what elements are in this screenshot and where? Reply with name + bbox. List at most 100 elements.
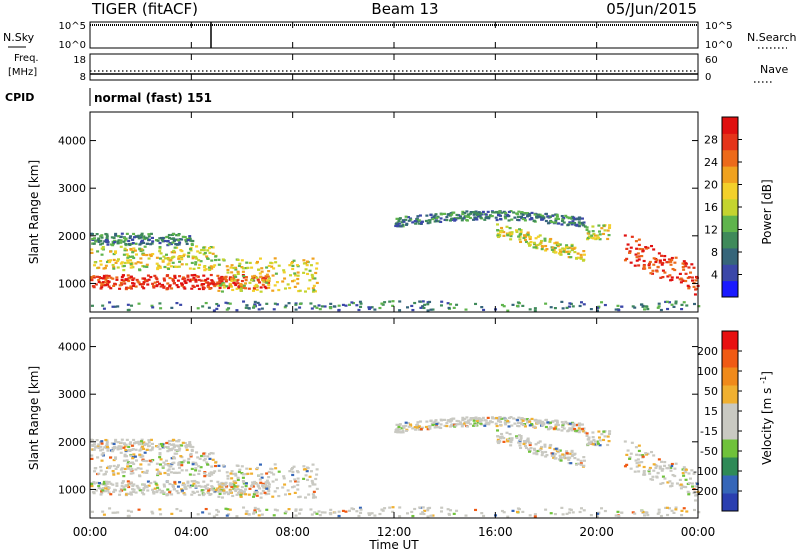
power-echo-cell	[309, 264, 313, 267]
velocity-echo-cell	[218, 492, 222, 495]
velocity-echo-cell	[252, 495, 256, 498]
power-echo-cell	[629, 246, 633, 249]
power-echo-cell	[194, 261, 198, 264]
velocity-echo-cell	[634, 459, 638, 462]
velocity-echo-cell	[474, 508, 478, 512]
velocity-echo-cell	[137, 443, 141, 446]
velocity-echo-cell	[105, 466, 109, 470]
velocity-echo-cell	[305, 466, 309, 469]
velocity-echo-cell	[567, 511, 571, 514]
power-echo-cell	[528, 308, 532, 311]
power-echo-cell	[149, 243, 153, 246]
power-echo-cell	[554, 217, 558, 220]
power-echo-cell	[101, 242, 105, 245]
velocity-echo-cell	[591, 431, 595, 434]
velocity-echo-cell	[169, 471, 173, 474]
velocity-echo-cell	[689, 477, 693, 480]
velocity-echo-cell	[122, 459, 126, 462]
power-echo-cell	[150, 242, 154, 245]
velocity-echo-cell	[694, 494, 698, 497]
velocity-echo-cell	[450, 419, 454, 422]
power-echo-cell	[476, 215, 480, 218]
velocity-echo-cell	[516, 424, 520, 428]
velocity-echo-cell	[151, 446, 155, 449]
velocity-echo-cell	[217, 464, 221, 467]
power-echo-cell	[124, 278, 128, 281]
power-echo-cell	[494, 216, 498, 219]
velocity-echo-cell	[606, 443, 610, 447]
power-echo-cell	[591, 230, 595, 233]
velocity-echo-cell	[93, 470, 97, 473]
cpid-label: CPID	[5, 91, 34, 104]
power-echo-cell	[435, 220, 439, 223]
power-echo-cell	[158, 247, 162, 250]
power-echo-cell	[648, 266, 652, 269]
power-echo-cell	[205, 255, 209, 258]
velocity-echo-cell	[281, 486, 285, 489]
power-echo-cell	[579, 253, 583, 256]
power-echo-cell	[101, 245, 105, 249]
velocity-echo-cell	[576, 458, 580, 461]
power-echo-cell	[149, 254, 153, 258]
velocity-echo-cell	[180, 488, 184, 491]
power-echo-cell	[402, 220, 406, 223]
power-echo-cell	[222, 286, 226, 289]
velocity-echo-cell	[296, 480, 300, 483]
power-echo-cell	[189, 249, 193, 252]
velocity-echo-cell	[474, 416, 478, 419]
velocity-echo-cell	[134, 448, 138, 451]
power-echo-cell	[518, 235, 522, 238]
velocity-echo-cell	[660, 469, 664, 472]
power-echo-cell	[679, 281, 683, 284]
velocity-echo-cell	[635, 465, 639, 468]
power-echo-cell	[565, 246, 569, 249]
velocity-echo-cell	[398, 506, 402, 509]
velocity-echo-cell	[160, 444, 164, 448]
power-echo-cell	[290, 262, 294, 265]
power-echo-cell	[418, 300, 422, 303]
velocity-echo-cell	[225, 471, 229, 474]
power-echo-cell	[124, 287, 128, 290]
power-echo-cell	[90, 278, 94, 282]
velocity-echo-cell	[100, 453, 104, 456]
power-echo-cell	[308, 279, 312, 282]
velocity-echo-cell	[134, 468, 138, 471]
velocity-echo-cell	[258, 487, 262, 490]
power-echo-cell	[548, 240, 552, 243]
velocity-echo-cell	[651, 475, 655, 478]
power-echo-cell	[480, 306, 484, 309]
velocity-echo-cell	[120, 438, 124, 441]
velocity-echo-cell	[315, 473, 319, 476]
power-echo-cell	[146, 283, 150, 286]
velocity-echo-cell	[308, 485, 312, 488]
power-echo-cell	[233, 279, 237, 282]
velocity-echo-cell	[101, 510, 105, 513]
velocity-echo-cell	[641, 454, 645, 457]
velocity-echo-cell	[258, 509, 262, 512]
power-echo-cell	[678, 272, 682, 275]
power-echo-cell	[134, 242, 138, 245]
velocity-echo-cell	[111, 448, 115, 451]
velocity-echo-cell	[260, 476, 264, 479]
velocity-echo-cell	[310, 479, 314, 483]
power-echo-cell	[686, 284, 690, 287]
power-echo-cell	[105, 235, 109, 238]
velocity-echo-cell	[96, 456, 100, 459]
velocity-echo-cell	[588, 442, 592, 445]
velocity-echo-cell	[289, 480, 293, 483]
power-echo-cell	[235, 309, 239, 312]
velocity-echo-cell	[308, 475, 312, 478]
velocity-echo-cell	[113, 511, 117, 514]
velocity-echo-cell	[219, 490, 223, 493]
velocity-echo-cell	[124, 443, 128, 446]
power-echo-cell	[598, 233, 602, 236]
velocity-echo-cell	[236, 478, 240, 482]
power-echo-cell	[142, 235, 146, 238]
velocity-echo-cell	[579, 507, 583, 510]
power-echo-cell	[92, 276, 96, 279]
velocity-echo-cell	[155, 468, 159, 471]
velocity-echo-cell	[273, 463, 277, 466]
velocity-echo-cell	[521, 510, 525, 514]
velocity-echo-cell	[104, 470, 108, 473]
power-echo-cell	[478, 212, 482, 215]
